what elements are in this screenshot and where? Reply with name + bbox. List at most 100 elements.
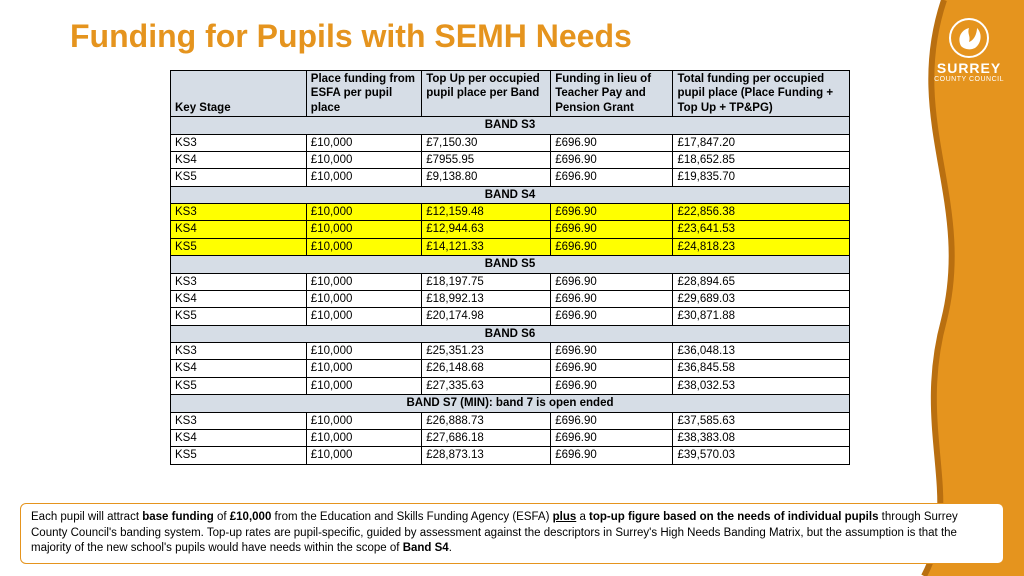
- band-header-row: BAND S4: [171, 186, 850, 203]
- table-cell: £10,000: [306, 290, 421, 307]
- table-cell: £696.90: [551, 290, 673, 307]
- table-cell: KS3: [171, 134, 307, 151]
- table-row: KS5£10,000£28,873.13£696.90£39,570.03: [171, 447, 850, 464]
- col-tp-pg: Funding in lieu of Teacher Pay and Pensi…: [551, 71, 673, 117]
- table-cell: £38,383.08: [673, 429, 850, 446]
- table-cell: £10,000: [306, 238, 421, 255]
- band-header-row: BAND S3: [171, 117, 850, 134]
- table-cell: £696.90: [551, 377, 673, 394]
- table-cell: £19,835.70: [673, 169, 850, 186]
- table-cell: £18,652.85: [673, 151, 850, 168]
- table-header-row: Key Stage Place funding from ESFA per pu…: [171, 71, 850, 117]
- table-cell: KS4: [171, 360, 307, 377]
- table-cell: £36,048.13: [673, 343, 850, 360]
- table-cell: £696.90: [551, 273, 673, 290]
- table-row: KS5£10,000£14,121.33£696.90£24,818.23: [171, 238, 850, 255]
- table-cell: £696.90: [551, 238, 673, 255]
- table-cell: £10,000: [306, 273, 421, 290]
- table-cell: £22,856.38: [673, 204, 850, 221]
- table-cell: £10,000: [306, 169, 421, 186]
- table-cell: £696.90: [551, 169, 673, 186]
- table-cell: KS3: [171, 273, 307, 290]
- table-cell: £696.90: [551, 429, 673, 446]
- table-cell: £696.90: [551, 134, 673, 151]
- table-cell: £29,689.03: [673, 290, 850, 307]
- table-cell: KS4: [171, 221, 307, 238]
- table-cell: KS4: [171, 151, 307, 168]
- table-cell: £38,032.53: [673, 377, 850, 394]
- table-cell: £26,148.68: [422, 360, 551, 377]
- table-row: KS5£10,000£9,138.80£696.90£19,835.70: [171, 169, 850, 186]
- logo-text-main: SURREY: [934, 60, 1004, 76]
- table-cell: KS5: [171, 169, 307, 186]
- table-cell: £10,000: [306, 204, 421, 221]
- col-place-funding: Place funding from ESFA per pupil place: [306, 71, 421, 117]
- table-cell: £12,944.63: [422, 221, 551, 238]
- table-row: KS4£10,000£18,992.13£696.90£29,689.03: [171, 290, 850, 307]
- table-cell: £696.90: [551, 151, 673, 168]
- logo-text-sub: COUNTY COUNCIL: [934, 76, 1004, 83]
- table-cell: £10,000: [306, 343, 421, 360]
- table-row: KS3£10,000£7,150.30£696.90£17,847.20: [171, 134, 850, 151]
- table-cell: £28,873.13: [422, 447, 551, 464]
- band-header-row: BAND S5: [171, 256, 850, 273]
- band-header-row: BAND S7 (MIN): band 7 is open ended: [171, 395, 850, 412]
- table-cell: £696.90: [551, 360, 673, 377]
- table-row: KS3£10,000£26,888.73£696.90£37,585.63: [171, 412, 850, 429]
- table-cell: £10,000: [306, 360, 421, 377]
- table-row: KS4£10,000£27,686.18£696.90£38,383.08: [171, 429, 850, 446]
- table-cell: £696.90: [551, 308, 673, 325]
- col-key-stage: Key Stage: [171, 71, 307, 117]
- surrey-logo: SURREY COUNTY COUNCIL: [934, 18, 1004, 83]
- table-cell: £696.90: [551, 204, 673, 221]
- table-row: KS3£10,000£18,197.75£696.90£28,894.65: [171, 273, 850, 290]
- table-cell: KS5: [171, 377, 307, 394]
- table-cell: £10,000: [306, 429, 421, 446]
- table-cell: £10,000: [306, 221, 421, 238]
- table-cell: £26,888.73: [422, 412, 551, 429]
- table-cell: £12,159.48: [422, 204, 551, 221]
- band-label: BAND S3: [171, 117, 850, 134]
- table-cell: £30,871.88: [673, 308, 850, 325]
- table-cell: £18,992.13: [422, 290, 551, 307]
- table-row: KS5£10,000£20,174.98£696.90£30,871.88: [171, 308, 850, 325]
- band-header-row: BAND S6: [171, 325, 850, 342]
- table-cell: £7955.95: [422, 151, 551, 168]
- table-cell: £17,847.20: [673, 134, 850, 151]
- table-cell: KS3: [171, 412, 307, 429]
- table-cell: £10,000: [306, 447, 421, 464]
- table-cell: £14,121.33: [422, 238, 551, 255]
- table-row: KS3£10,000£25,351.23£696.90£36,048.13: [171, 343, 850, 360]
- footnote-box: Each pupil will attract base funding of …: [20, 503, 1004, 564]
- table-cell: £36,845.58: [673, 360, 850, 377]
- table-row: KS4£10,000£26,148.68£696.90£36,845.58: [171, 360, 850, 377]
- table-cell: £24,818.23: [673, 238, 850, 255]
- table-cell: £9,138.80: [422, 169, 551, 186]
- slide-title: Funding for Pupils with SEMH Needs: [70, 18, 632, 55]
- table-cell: £10,000: [306, 151, 421, 168]
- funding-table: Key Stage Place funding from ESFA per pu…: [170, 70, 850, 465]
- table-cell: £696.90: [551, 412, 673, 429]
- table-cell: KS3: [171, 343, 307, 360]
- table-cell: £39,570.03: [673, 447, 850, 464]
- table-cell: £27,686.18: [422, 429, 551, 446]
- table-cell: £696.90: [551, 221, 673, 238]
- band-label: BAND S6: [171, 325, 850, 342]
- table-cell: £18,197.75: [422, 273, 551, 290]
- table-cell: KS5: [171, 447, 307, 464]
- table-row: KS4£10,000£7955.95£696.90£18,652.85: [171, 151, 850, 168]
- band-label: BAND S7 (MIN): band 7 is open ended: [171, 395, 850, 412]
- table-cell: £10,000: [306, 134, 421, 151]
- col-top-up: Top Up per occupied pupil place per Band: [422, 71, 551, 117]
- funding-table-container: Key Stage Place funding from ESFA per pu…: [170, 70, 850, 465]
- table-cell: KS3: [171, 204, 307, 221]
- table-cell: £27,335.63: [422, 377, 551, 394]
- table-row: KS5£10,000£27,335.63£696.90£38,032.53: [171, 377, 850, 394]
- table-cell: KS4: [171, 429, 307, 446]
- table-cell: £7,150.30: [422, 134, 551, 151]
- table-row: KS4£10,000£12,944.63£696.90£23,641.53: [171, 221, 850, 238]
- side-decoration: [884, 0, 1024, 576]
- table-cell: £10,000: [306, 412, 421, 429]
- table-cell: £37,585.63: [673, 412, 850, 429]
- table-cell: £25,351.23: [422, 343, 551, 360]
